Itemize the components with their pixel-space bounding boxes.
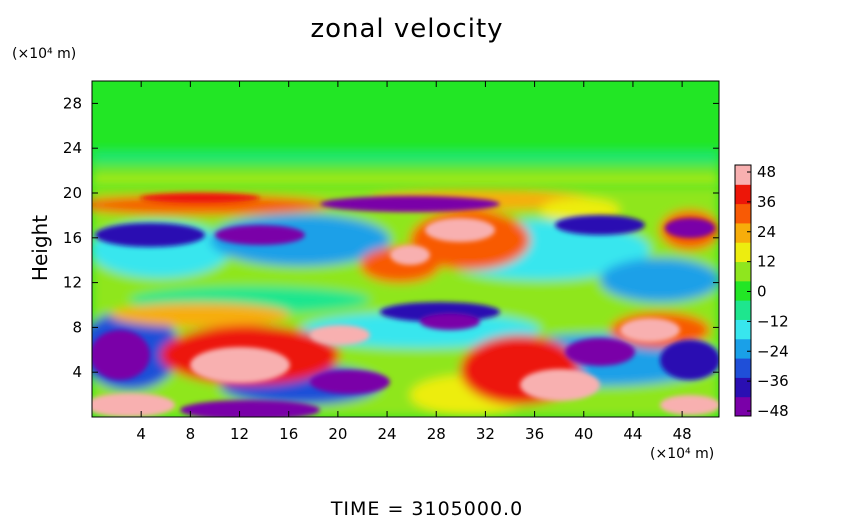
x-tick-label: 44 [623,425,642,443]
y-tick-label: 20 [63,184,82,202]
colorbar-tick-label: 48 [757,163,776,181]
y-tick-label: 16 [63,229,82,247]
x-tick-label: 24 [378,425,397,443]
colorbar-tick-label: −24 [757,342,789,360]
x-tick-label: 20 [328,425,347,443]
colorbar-swatch [735,358,751,378]
colorbar-tick-label: −12 [757,312,789,330]
heatmap-field [92,81,719,417]
colorbar-swatch [735,338,751,359]
colorbar-swatch [735,242,751,263]
colorbar: 48 36 24 12 0 −12 −24 −36 −48 [734,163,789,420]
y-tick-label: 8 [72,318,82,336]
y-axis: 4 8 12 16 20 24 28 [63,94,719,381]
chart-title: zonal velocity [310,14,504,44]
x-axis: 4 8 12 16 20 24 28 32 36 40 44 48 [136,81,692,443]
plot-frame [91,80,720,418]
colorbar-swatch [735,300,751,320]
x-axis-unit: (×10⁴ m) [650,446,715,462]
y-tick-label: 12 [63,274,82,292]
colorbar-swatch [735,377,751,398]
x-tick-label: 28 [427,425,446,443]
colorbar-swatch [735,165,751,185]
x-tick-label: 32 [476,425,495,443]
colorbar-frame [734,164,752,417]
colorbar-tick-label: 24 [757,223,776,241]
colorbar-tick-label: 0 [757,283,767,301]
colorbar-swatch [735,396,751,417]
y-tick-label: 28 [63,94,82,112]
colorbar-swatch [735,203,751,224]
y-axis-unit: (×10⁴ m) [12,46,77,62]
y-tick-label: 4 [72,363,82,381]
colorbar-tick-label: 36 [757,193,776,211]
colorbar-swatch [735,280,751,301]
colorbar-tick-label: −48 [757,402,789,420]
colorbar-swatch [735,222,751,243]
colorbar-swatch [735,319,751,340]
x-tick-label: 12 [230,425,249,443]
x-tick-label: 36 [525,425,544,443]
x-tick-label: 16 [279,425,298,443]
colorbar-tick-label: −36 [757,372,789,390]
x-tick-label: 4 [136,425,146,443]
x-tick-label: 8 [186,425,196,443]
colorbar-swatch [735,261,751,282]
x-tick-label: 48 [673,425,692,443]
x-tick-label: 40 [574,425,593,443]
colorbar-swatch [735,184,751,205]
time-label: TIME = 3105000.0 [330,498,524,520]
y-tick-label: 24 [63,139,82,157]
colorbar-tick-label: 12 [757,253,776,271]
